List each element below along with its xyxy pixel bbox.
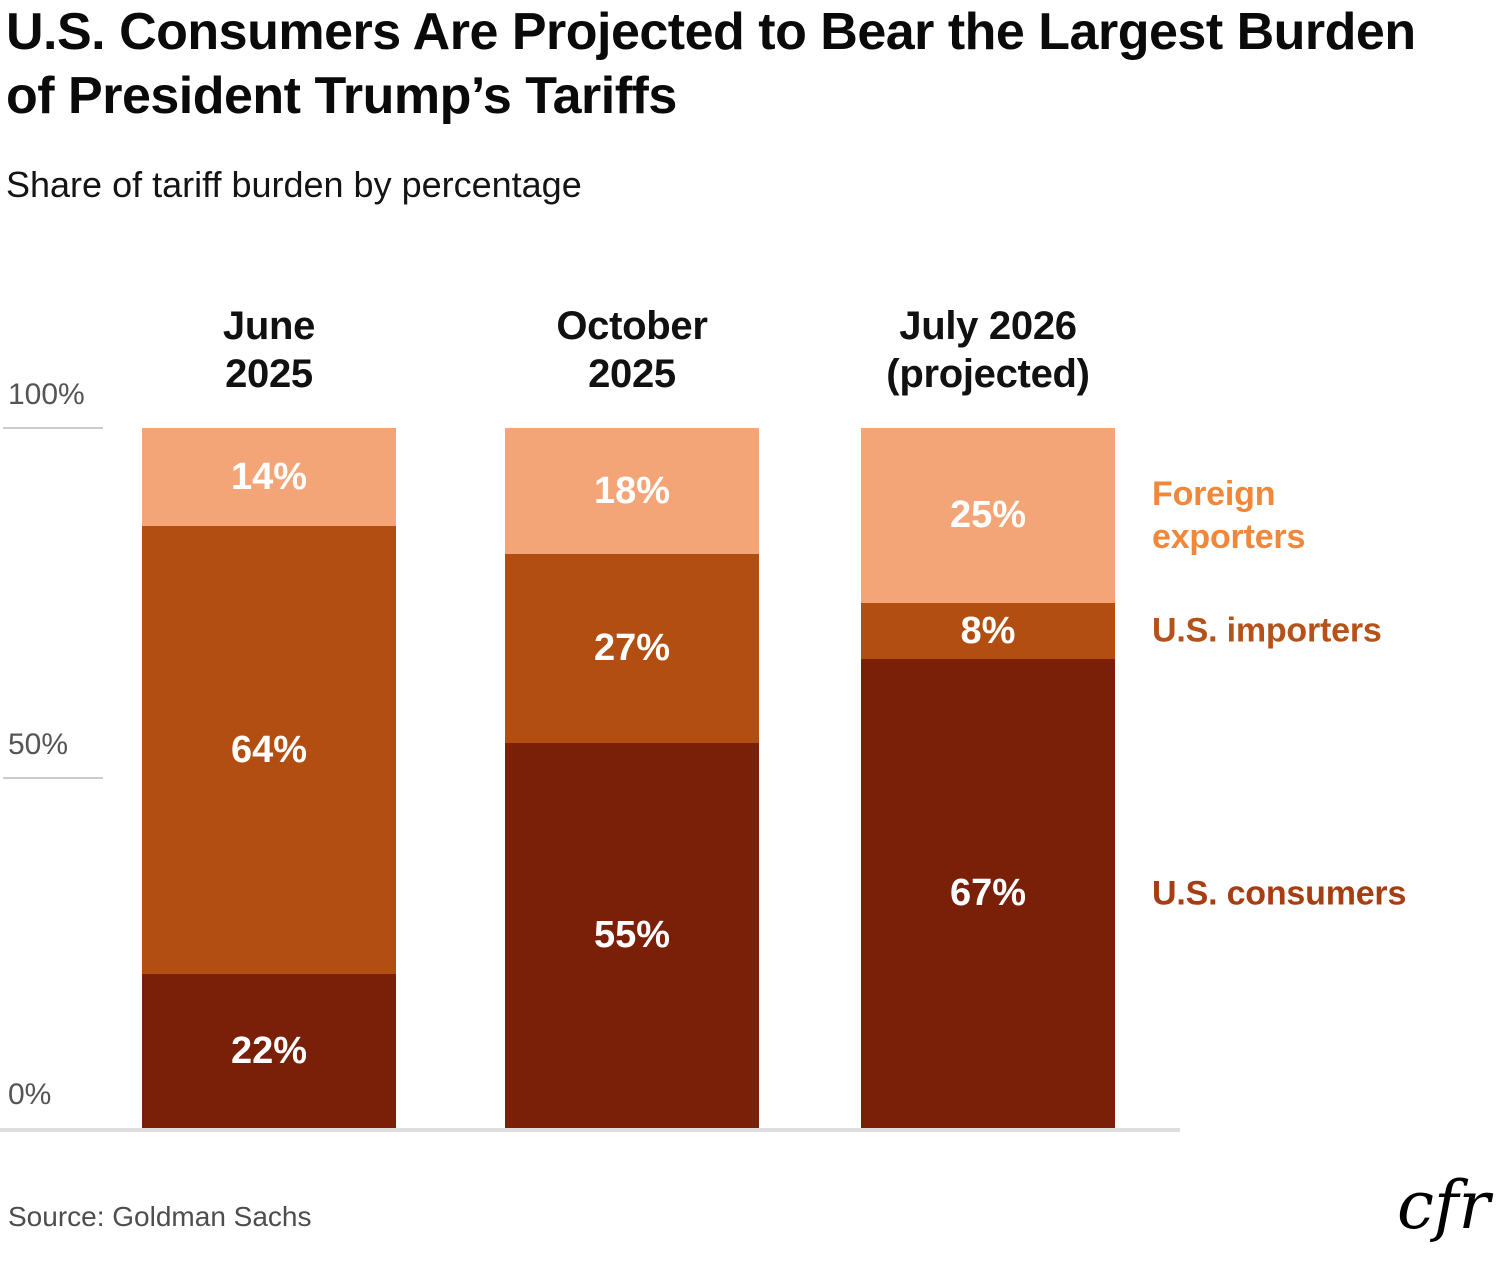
- segment-value-label: 18%: [593, 469, 671, 512]
- segment-value-label: 22%: [230, 1029, 308, 1072]
- source-note: Source: Goldman Sachs: [8, 1201, 312, 1232]
- y-axis-tick-line: [3, 777, 103, 779]
- legend-label-line: exporters: [1152, 517, 1306, 556]
- legend-label-line: U.S. importers: [1152, 611, 1382, 650]
- column-header: July 2026 (projected): [861, 298, 1115, 398]
- x-axis-baseline: [0, 1128, 1180, 1132]
- column-header-line: October: [556, 304, 708, 348]
- segment-value-label: 55%: [593, 914, 671, 956]
- legend-item-u-s-importers: U.S. importers: [1152, 610, 1382, 653]
- bar-segment-u-s-consumers: 67%: [861, 659, 1115, 1128]
- y-axis-tick-label: 0%: [8, 1078, 52, 1111]
- bar-segment-u-s-consumers: 55%: [505, 743, 759, 1128]
- segment-value-label: 27%: [593, 627, 671, 669]
- cfr-logo: cfr: [1397, 1167, 1490, 1244]
- bar-segment-u-s-importers: 27%: [505, 554, 759, 743]
- bar-segment-u-s-importers: 64%: [142, 526, 396, 974]
- y-axis-tick-label: 50%: [8, 728, 69, 761]
- column-header-line: 2025: [225, 352, 313, 396]
- column-header: October 2025: [505, 298, 759, 398]
- column-header-line: 2025: [588, 352, 676, 396]
- legend-label-line: U.S. consumers: [1152, 874, 1407, 912]
- y-axis-tick-label: 100%: [8, 378, 85, 411]
- bar-segment-foreign-exporters: 25%: [861, 428, 1115, 603]
- bar-segment-u-s-consumers: 22%: [142, 974, 396, 1128]
- segment-value-label: 64%: [230, 728, 308, 771]
- legend-item-foreign-exporters: Foreign exporters: [1152, 473, 1305, 559]
- column-header-line: July 2026: [899, 304, 1077, 348]
- column-header: June 2025: [142, 298, 396, 398]
- column-header-line: (projected): [886, 352, 1090, 396]
- legend-label-line: Foreign: [1152, 474, 1276, 513]
- bar-segment-u-s-importers: 8%: [861, 603, 1115, 659]
- segment-value-label: 14%: [230, 455, 308, 498]
- segment-value-label: 67%: [949, 872, 1027, 914]
- segment-value-label: 8%: [960, 609, 1016, 652]
- column-header-line: June: [222, 304, 316, 348]
- bar-segment-foreign-exporters: 18%: [505, 428, 759, 554]
- chart-subtitle: Share of tariff burden by percentage: [6, 164, 582, 205]
- segment-value-label: 25%: [949, 494, 1027, 536]
- legend-item-u-s-consumers: U.S. consumers: [1152, 872, 1406, 915]
- bar-segment-foreign-exporters: 14%: [142, 428, 396, 526]
- page-title: U.S. Consumers Are Projected to Bear the…: [6, 3, 1416, 125]
- y-axis-tick-line: [3, 427, 103, 429]
